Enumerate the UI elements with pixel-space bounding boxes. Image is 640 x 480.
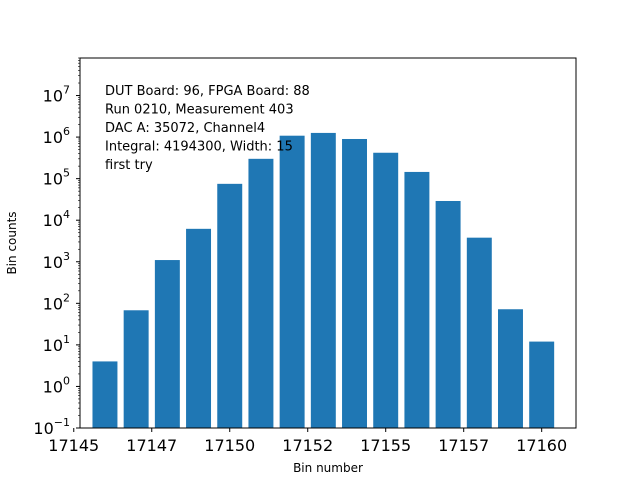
bar-17155 <box>373 152 399 428</box>
y-axis-ticks: 10−1 100 101 102 103 104 105 106 107 <box>33 57 80 438</box>
bars-group <box>92 132 555 429</box>
annotation-line-1: DUT Board: 96, FPGA Board: 88 <box>105 84 310 99</box>
bar-17156 <box>404 171 430 428</box>
bar-17160 <box>529 341 555 428</box>
bar-17153 <box>310 132 336 429</box>
y-tick-label: 10−1 <box>33 416 70 438</box>
bar-17154 <box>342 138 367 429</box>
y-tick-label: 103 <box>43 250 70 272</box>
annotation-line-4: Integral: 4194300, Width: 15 <box>105 140 293 155</box>
annotation-line-2: Run 0210, Measurement 403 <box>105 103 294 118</box>
annotation-box: DUT Board: 96, FPGA Board: 88 Run 0210, M… <box>105 84 310 173</box>
y-tick-label: 102 <box>43 291 70 313</box>
y-tick-label: 100 <box>43 374 70 396</box>
x-tick-label: 17157 <box>438 436 489 455</box>
bar-17159 <box>498 309 523 428</box>
y-tick-label: 101 <box>43 333 70 355</box>
annotation-line-3: DAC A: 35072, Channel4 <box>105 121 265 136</box>
bar-17150 <box>217 183 243 428</box>
x-axis-ticks: 17145 17147 17150 17152 17155 17157 17160 <box>48 428 567 455</box>
x-tick-label: 17152 <box>282 436 333 455</box>
x-axis-label: Bin number <box>293 461 363 475</box>
x-tick-label: 17155 <box>360 436 411 455</box>
x-tick-label: 17160 <box>516 436 567 455</box>
bar-17149 <box>186 228 212 428</box>
x-tick-label: 17147 <box>126 436 177 455</box>
y-tick-label: 105 <box>43 167 70 189</box>
bar-17151 <box>248 158 274 428</box>
x-tick-label: 17150 <box>204 436 255 455</box>
bar-17148 <box>154 260 180 428</box>
annotation-line-5: first try <box>105 158 153 173</box>
y-tick-label: 104 <box>43 208 70 230</box>
x-tick-label: 17145 <box>48 436 99 455</box>
plot-frame <box>79 57 577 429</box>
y-axis-label: Bin counts <box>5 211 19 274</box>
bar-17146 <box>92 361 118 428</box>
y-tick-label: 107 <box>43 84 70 106</box>
y-tick-label: 106 <box>43 125 70 147</box>
bar-17158 <box>466 237 492 428</box>
bar-17157 <box>435 200 461 428</box>
bar-17152 <box>279 135 305 428</box>
bar-17147 <box>123 310 149 428</box>
